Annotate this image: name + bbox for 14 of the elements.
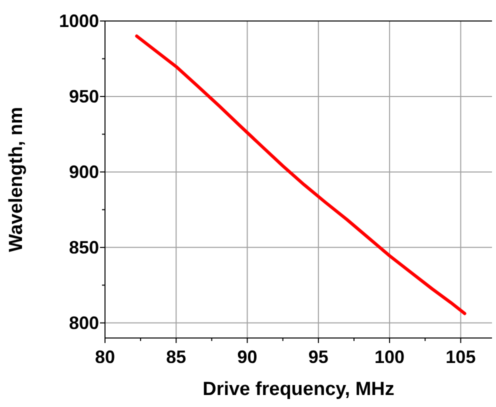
y-tick-label: 950 (68, 86, 99, 106)
line-series (135, 34, 466, 316)
y-tick-label: 1000 (58, 11, 99, 31)
x-tick-label: 105 (446, 347, 476, 367)
y-tick-label: 800 (68, 312, 99, 333)
y-axis-title: Wavelength, nm (6, 107, 27, 252)
x-tick-label: 80 (94, 347, 116, 367)
x-tick-label: 85 (166, 347, 186, 367)
y-tick-label: 900 (68, 162, 99, 182)
x-tick-label: 90 (237, 347, 258, 367)
x-tick-label: 100 (374, 347, 405, 367)
x-axis-title: Drive frequency, MHz (202, 379, 394, 400)
x-tick-label: 95 (308, 347, 328, 367)
y-tick-label: 850 (68, 237, 99, 258)
